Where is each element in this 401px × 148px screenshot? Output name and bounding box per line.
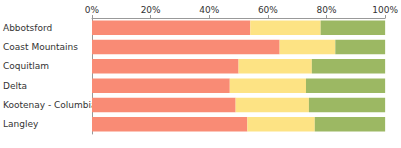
svg-text:Langley: Langley: [3, 119, 39, 129]
svg-text:Abbotsford: Abbotsford: [3, 23, 52, 33]
svg-text:Coast Mountains: Coast Mountains: [3, 42, 78, 52]
svg-text:20%: 20%: [141, 5, 161, 15]
svg-text:40%: 40%: [199, 5, 219, 15]
svg-text:100%: 100%: [372, 5, 398, 15]
svg-text:0%: 0%: [85, 5, 100, 15]
svg-text:Delta: Delta: [3, 81, 27, 91]
svg-text:60%: 60%: [258, 5, 278, 15]
svg-text:Kootenay - Columbia: Kootenay - Columbia: [3, 100, 97, 110]
svg-text:80%: 80%: [317, 5, 337, 15]
svg-text:Coquitlam: Coquitlam: [3, 61, 49, 71]
